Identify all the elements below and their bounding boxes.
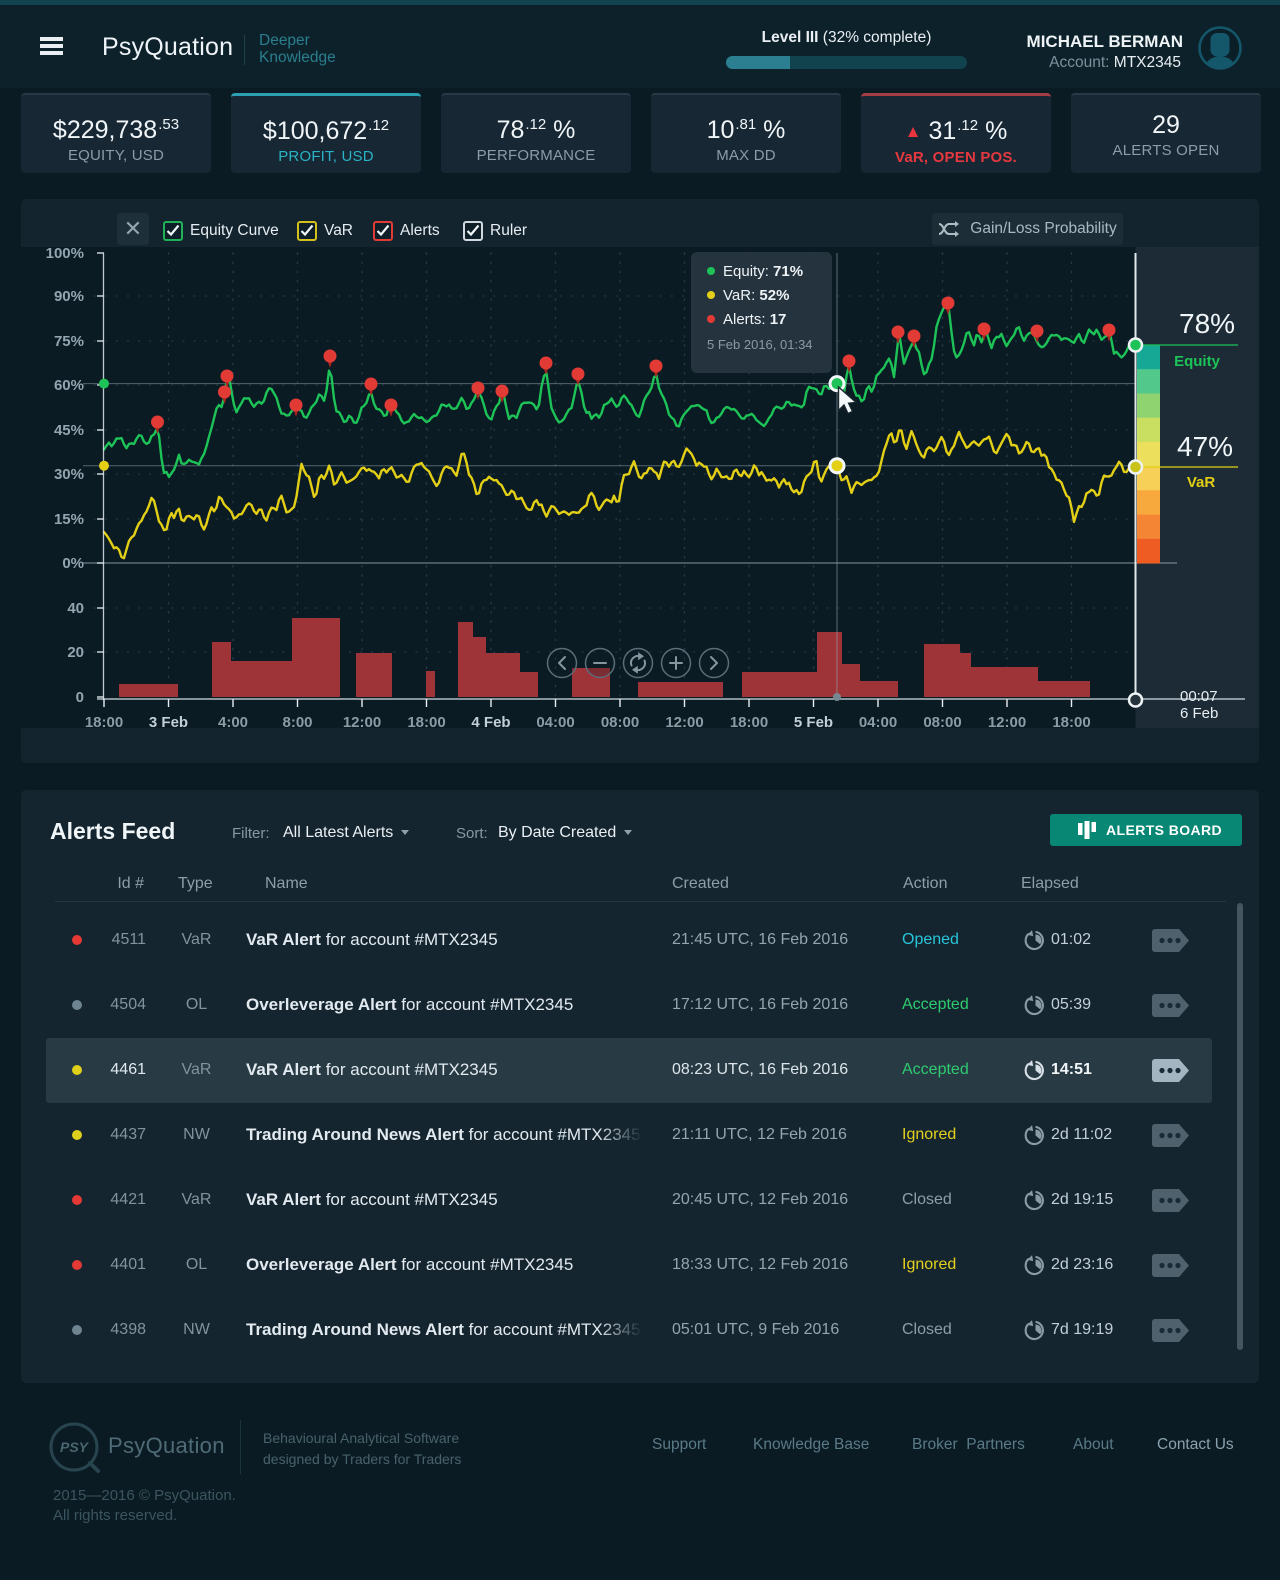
- svg-text:47%: 47%: [1177, 431, 1233, 462]
- svg-text:15%: 15%: [54, 511, 84, 528]
- svg-text:4:00: 4:00: [218, 714, 248, 731]
- svg-text:78%: 78%: [1179, 308, 1235, 339]
- svg-text:0%: 0%: [62, 555, 84, 572]
- svg-text:100%: 100%: [46, 245, 84, 262]
- svg-text:75%: 75%: [54, 333, 84, 350]
- svg-text:08:00: 08:00: [923, 714, 961, 731]
- svg-text:04:00: 04:00: [536, 714, 574, 731]
- svg-text:20: 20: [67, 644, 84, 661]
- svg-text:60%: 60%: [54, 377, 84, 394]
- svg-text:18:00: 18:00: [85, 714, 123, 731]
- svg-text:8:00: 8:00: [282, 714, 312, 731]
- svg-text:30%: 30%: [54, 466, 84, 483]
- svg-text:18:00: 18:00: [730, 714, 768, 731]
- svg-text:08:00: 08:00: [601, 714, 639, 731]
- svg-text:00:07: 00:07: [1180, 688, 1218, 705]
- svg-text:12:00: 12:00: [665, 714, 703, 731]
- svg-text:4 Feb: 4 Feb: [471, 714, 510, 731]
- svg-text:3 Feb: 3 Feb: [149, 714, 188, 731]
- svg-text:90%: 90%: [54, 288, 84, 305]
- svg-text:04:00: 04:00: [859, 714, 897, 731]
- svg-text:VaR: VaR: [1187, 474, 1216, 491]
- svg-text:0: 0: [76, 689, 84, 706]
- svg-text:6 Feb: 6 Feb: [1180, 705, 1218, 722]
- svg-text:12:00: 12:00: [343, 714, 381, 731]
- svg-text:18:00: 18:00: [407, 714, 445, 731]
- svg-text:PSY: PSY: [60, 1439, 90, 1455]
- svg-text:Equity: Equity: [1174, 353, 1220, 370]
- svg-text:18:00: 18:00: [1052, 714, 1090, 731]
- svg-text:5 Feb: 5 Feb: [794, 714, 833, 731]
- svg-text:12:00: 12:00: [988, 714, 1026, 731]
- svg-text:40: 40: [67, 600, 84, 617]
- svg-text:45%: 45%: [54, 422, 84, 439]
